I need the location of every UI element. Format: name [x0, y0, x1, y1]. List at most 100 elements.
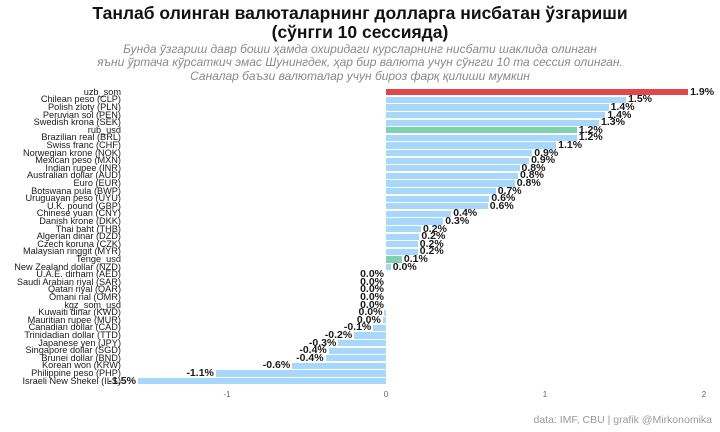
y-axis-label: Malaysian ringgit (MYR) [22, 246, 121, 257]
bar [215, 370, 386, 377]
y-axis-label: Euro (EUR) [73, 178, 121, 188]
bar [386, 127, 577, 134]
subtitle-line-2: яъни ўртача кўрсаткич эмас Шунингдек, ҳа… [97, 55, 623, 70]
bar [386, 149, 533, 157]
y-axis-label: Peruvian sol (PEN) [42, 109, 121, 120]
bar [386, 119, 600, 126]
bar [386, 218, 444, 225]
bar-value-label: -1.5% [108, 374, 136, 387]
bar-value-label: 1.5% [628, 93, 653, 106]
bar [386, 180, 515, 187]
bar-value-label: 0.3% [445, 215, 470, 227]
y-axis-label: Botswana pula (BWP) [31, 185, 121, 196]
bar-value-label: 0.6% [491, 192, 516, 205]
y-axis-label: Czech koruna (CZK) [37, 238, 121, 249]
bar [386, 165, 520, 172]
y-axis-label: uzb_som [83, 86, 121, 97]
bar-value-label: 0.8% [516, 177, 541, 189]
y-axis-label: Australian dollar (AUD) [27, 170, 121, 181]
x-axis-tick-label: 0 [383, 390, 389, 399]
bar [386, 134, 577, 142]
bar-value-label: 0.2% [419, 237, 444, 250]
bar [354, 332, 386, 339]
y-axis-label: Thai baht (THB) [55, 223, 121, 234]
y-axis-label: Kuwaiti dinar (KWD) [38, 307, 121, 318]
bar [325, 355, 386, 362]
bar-value-label: -0.4% [296, 351, 324, 364]
bar-value-label: 1.9% [690, 85, 715, 98]
bar-value-label: 0.9% [534, 146, 559, 159]
bar [386, 195, 490, 202]
bar [386, 225, 421, 233]
y-axis-label: Mexican peso (MXN) [35, 155, 121, 166]
bar-value-label: 0.9% [531, 154, 556, 167]
bar-value-label: 0.0% [392, 260, 417, 273]
x-axis-tick-label: 1 [542, 390, 548, 399]
chart-subtitle: Бунда ўзгариш давр боши ҳамда охиридаги … [0, 42, 720, 83]
bar-value-label: 0.0% [360, 298, 384, 311]
y-axis-label: Algerian dinar (DZD) [36, 231, 121, 242]
bar-value-label: 0.0% [360, 268, 384, 281]
bar [386, 89, 689, 96]
bar-value-label: 0.4% [453, 207, 478, 220]
bar-value-label: -0.3% [308, 336, 337, 349]
y-axis-label: Saudi Arabian riyal (SAR) [16, 276, 121, 287]
bar-value-label: 0.0% [360, 283, 384, 296]
bar [328, 347, 386, 354]
y-axis-label: kgz_som_usd [64, 299, 121, 310]
y-axis-label: Tenge_usd [76, 254, 121, 264]
y-axis-label: Brunei dollar (BND) [41, 352, 121, 363]
bar-value-label: 0.2% [419, 245, 444, 258]
bar [386, 256, 402, 263]
bar-value-label: -0.1% [343, 321, 372, 334]
y-axis-label: Swiss franc (CHF) [46, 140, 121, 150]
bar [386, 111, 606, 119]
y-axis-label: Swedish krona (SEK) [33, 117, 121, 128]
bar [386, 203, 488, 210]
bar [386, 233, 420, 240]
y-axis-label: Korean won (KRW) [42, 360, 121, 371]
y-axis-label: Polish zloty (PLN) [47, 102, 121, 112]
y-axis-label: Norwegian krone (NOK) [22, 147, 121, 158]
y-axis-label: Indian rupee (INR) [45, 162, 121, 173]
y-axis-label: Danish krone (DKK) [39, 216, 121, 226]
y-axis-label: Uruguayan peso (UYU) [25, 193, 122, 204]
bar-value-label: 0.8% [519, 169, 544, 182]
bar-value-label: 1.2% [578, 123, 603, 136]
subtitle-line-1: Бунда ўзгариш давр боши ҳамда охиридаги … [123, 42, 597, 56]
y-axis-label: Mauritian rupee (MUR) [27, 314, 121, 325]
bar-value-label: 1.4% [610, 101, 635, 113]
y-axis-label: Chilean peso (CLP) [40, 94, 121, 105]
y-axis-label: Qatari riyal (QAR) [48, 284, 121, 295]
y-axis-label: Trinidadian dollar (TTD) [24, 330, 121, 340]
bar-value-label: 0.0% [356, 313, 381, 326]
bar [384, 309, 386, 316]
y-axis-label: U.K. pound (GBP) [46, 200, 121, 211]
bar-value-label: 1.4% [607, 108, 632, 121]
subtitle-line-3: Саналар баъзи валюталар учун бироз фарқ … [190, 68, 530, 83]
bar [382, 317, 386, 324]
bar-value-label: 1.2% [578, 131, 603, 144]
bar-value-label: 0.6% [489, 199, 514, 212]
x-axis-tick-label: 2 [701, 390, 707, 399]
bar-value-label: -0.4% [299, 344, 327, 357]
bar-value-label: 0.2% [421, 230, 446, 243]
bar [373, 324, 386, 332]
bar-value-label: 0.7% [497, 184, 522, 197]
y-axis-label: Philippine peso (PHP) [31, 368, 121, 378]
y-axis-label: rub_usd [87, 124, 121, 135]
bar-value-label: 0.2% [422, 222, 447, 235]
y-axis-label: Brazilian real (BRL) [41, 132, 121, 143]
bar-value-label: 0.0% [360, 275, 384, 288]
bar-value-label: 0.0% [358, 306, 383, 319]
source-caption: data: IMF, CBU | grafik @Mirkonomika [533, 414, 712, 426]
bar [386, 210, 452, 218]
bar [292, 362, 386, 370]
y-axis-label: Singapore dollar (SGD) [25, 345, 122, 356]
bar [386, 142, 557, 149]
chart-title: Танлаб олинган валюталарнинг долларга ни… [0, 4, 720, 42]
bar [137, 377, 386, 385]
y-axis-label: Canadian dollar (CAD) [28, 322, 121, 333]
bar [386, 96, 627, 104]
